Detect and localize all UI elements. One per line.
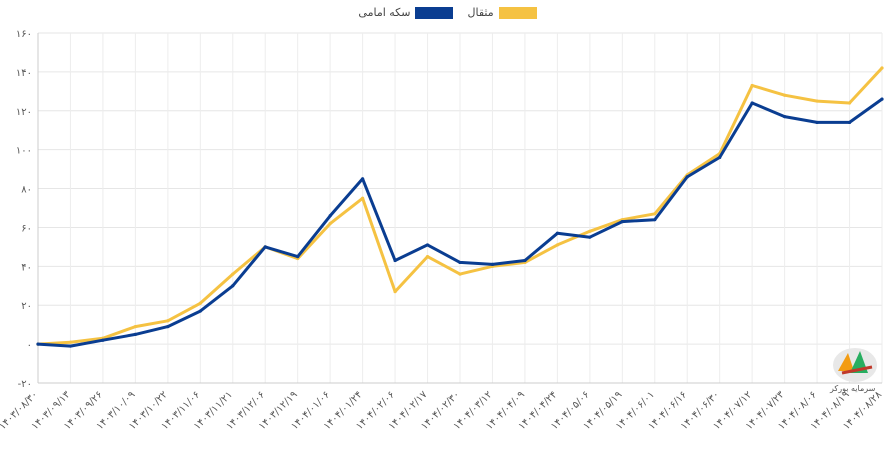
series-0-point (783, 93, 787, 97)
series-1-point (101, 338, 105, 342)
series-1-point (166, 325, 170, 329)
series-1-point (620, 220, 624, 224)
series-0-point (328, 221, 332, 226)
legend-item-mesghal[interactable]: مثقال (467, 6, 537, 19)
series-0-point (68, 340, 73, 344)
series-0-point (198, 301, 202, 305)
legend-label-coin: سکه امامی (358, 6, 411, 19)
series-0-point (425, 255, 430, 259)
y-tick-label: ۶۰ (21, 223, 32, 234)
series-1-point (490, 262, 495, 266)
series-1-point (231, 284, 235, 288)
series-1-point (588, 235, 592, 239)
y-tick-label: ۱۰۰ (16, 146, 32, 157)
legend-label-mesghal: مثقال (467, 6, 494, 19)
series-0-point (880, 66, 884, 70)
series-1-point (36, 342, 40, 346)
series-0-point (231, 272, 235, 276)
series-1-point (425, 243, 430, 247)
series-1-point (718, 155, 722, 160)
series-1-point (133, 332, 137, 336)
series-1-point (847, 120, 852, 125)
series-1-point (393, 258, 397, 263)
series-1-point (361, 177, 365, 181)
series-1-point (750, 101, 754, 105)
series-0-point (653, 212, 657, 216)
series-0-point (458, 272, 462, 276)
y-tick-label: -۲۰ (18, 379, 32, 390)
y-tick-label: ۱۲۰ (16, 107, 32, 118)
series-0-point (588, 229, 592, 233)
y-tick-label: ۰ (27, 340, 32, 351)
series-1-point (198, 309, 202, 313)
legend: مثقال سکه امامی (0, 6, 895, 19)
legend-swatch-mesghal (498, 6, 537, 19)
series-1-point (880, 97, 884, 101)
y-tick-label: ۲۰ (21, 301, 32, 312)
series-0-point (133, 325, 137, 329)
series-1-point (523, 258, 527, 263)
series-0-point (166, 319, 170, 323)
series-0-point (555, 243, 559, 247)
y-tick-label: ۸۰ (21, 185, 32, 196)
y-tick-label: ۱۴۰ (16, 68, 32, 79)
legend-swatch-coin (415, 6, 454, 19)
series-1-point (458, 260, 462, 265)
series-1-point (685, 175, 689, 179)
series-0-point (750, 83, 754, 88)
series-0-point (815, 99, 819, 103)
series-0-point (847, 101, 852, 105)
series-1-point (296, 255, 300, 259)
series-1-point (68, 344, 73, 348)
series-1-point (815, 120, 819, 125)
series-1-point (263, 245, 267, 249)
y-tick-label: ۱۶۰ (16, 29, 32, 40)
series-1-point (555, 231, 559, 235)
series-0-point (361, 196, 365, 200)
watermark-text: سرمایه بورکر (830, 384, 876, 393)
series-1-point (653, 218, 657, 222)
watermark-logo-icon (833, 348, 877, 382)
series-0-point (393, 290, 397, 294)
legend-item-coin[interactable]: سکه امامی (358, 6, 454, 19)
y-tick-label: ۴۰ (21, 262, 32, 273)
series-1-point (783, 115, 787, 119)
series-1-point (328, 214, 332, 218)
